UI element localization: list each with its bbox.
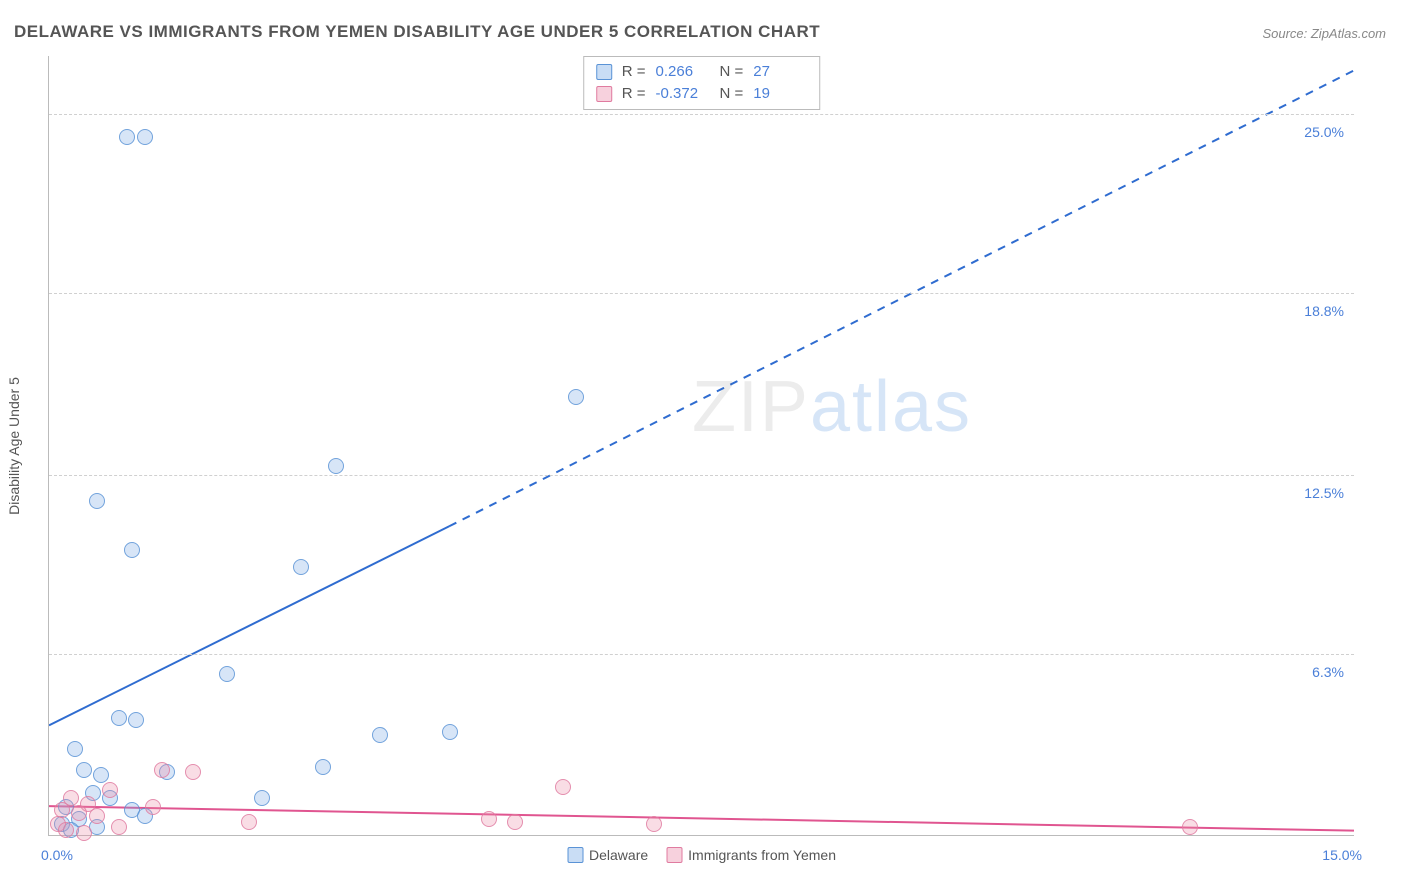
scatter-marker <box>93 767 109 783</box>
gridline <box>49 293 1354 294</box>
scatter-marker <box>154 762 170 778</box>
scatter-marker <box>67 741 83 757</box>
scatter-marker <box>568 389 584 405</box>
source-label: Source: ZipAtlas.com <box>1262 26 1386 41</box>
scatter-marker <box>293 559 309 575</box>
gridline <box>49 475 1354 476</box>
x-tick-label: 0.0% <box>41 847 73 863</box>
scatter-marker <box>555 779 571 795</box>
scatter-marker <box>76 762 92 778</box>
scatter-marker <box>442 724 458 740</box>
y-tick-label: 6.3% <box>1312 664 1344 680</box>
stats-box: R = 0.266 N = 27 R = -0.372 N = 19 <box>583 56 821 110</box>
stat-r-pink: -0.372 <box>656 83 710 105</box>
stat-n-pink: 19 <box>753 83 807 105</box>
scatter-marker <box>71 805 87 821</box>
scatter-marker <box>89 808 105 824</box>
watermark-atlas: atlas <box>810 367 972 447</box>
x-tick-label: 15.0% <box>1322 847 1362 863</box>
y-tick-label: 25.0% <box>1304 124 1344 140</box>
scatter-marker <box>507 814 523 830</box>
swatch-pink-icon <box>596 86 612 102</box>
scatter-marker <box>119 129 135 145</box>
legend: Delaware Immigrants from Yemen <box>567 847 836 863</box>
stats-row-pink: R = -0.372 N = 19 <box>596 83 808 105</box>
legend-swatch-blue-icon <box>567 847 583 863</box>
stat-n-label-2: N = <box>720 83 744 105</box>
scatter-marker <box>128 712 144 728</box>
legend-label-pink: Immigrants from Yemen <box>688 847 836 863</box>
y-axis-label: Disability Age Under 5 <box>6 377 22 515</box>
scatter-marker <box>315 759 331 775</box>
scatter-marker <box>1182 819 1198 835</box>
scatter-marker <box>481 811 497 827</box>
stat-r-label: R = <box>622 61 646 83</box>
scatter-marker <box>372 727 388 743</box>
plot-area: ZIPatlas R = 0.266 N = 27 R = -0.372 N =… <box>48 56 1354 836</box>
scatter-marker <box>145 799 161 815</box>
scatter-marker <box>254 790 270 806</box>
scatter-marker <box>58 822 74 838</box>
scatter-marker <box>111 710 127 726</box>
swatch-blue-icon <box>596 64 612 80</box>
gridline <box>49 654 1354 655</box>
scatter-marker <box>646 816 662 832</box>
scatter-marker <box>328 458 344 474</box>
trend-lines <box>49 56 1354 835</box>
scatter-marker <box>124 542 140 558</box>
chart-container: DELAWARE VS IMMIGRANTS FROM YEMEN DISABI… <box>0 0 1406 892</box>
stat-n-label: N = <box>720 61 744 83</box>
y-tick-label: 12.5% <box>1304 485 1344 501</box>
legend-item-pink: Immigrants from Yemen <box>666 847 836 863</box>
legend-item-blue: Delaware <box>567 847 648 863</box>
legend-label-blue: Delaware <box>589 847 648 863</box>
stat-r-blue: 0.266 <box>656 61 710 83</box>
scatter-marker <box>76 825 92 841</box>
legend-swatch-pink-icon <box>666 847 682 863</box>
stats-row-blue: R = 0.266 N = 27 <box>596 61 808 83</box>
y-tick-label: 18.8% <box>1304 303 1344 319</box>
scatter-marker <box>102 782 118 798</box>
watermark-zip: ZIP <box>692 367 810 447</box>
watermark: ZIPatlas <box>692 366 972 448</box>
trend-line-dashed <box>449 70 1354 526</box>
scatter-marker <box>89 493 105 509</box>
stat-n-blue: 27 <box>753 61 807 83</box>
stat-r-label-2: R = <box>622 83 646 105</box>
chart-title: DELAWARE VS IMMIGRANTS FROM YEMEN DISABI… <box>14 22 820 42</box>
scatter-marker <box>137 129 153 145</box>
scatter-marker <box>111 819 127 835</box>
scatter-marker <box>185 764 201 780</box>
scatter-marker <box>241 814 257 830</box>
scatter-marker <box>219 666 235 682</box>
gridline <box>49 114 1354 115</box>
trend-line-solid <box>49 526 449 725</box>
